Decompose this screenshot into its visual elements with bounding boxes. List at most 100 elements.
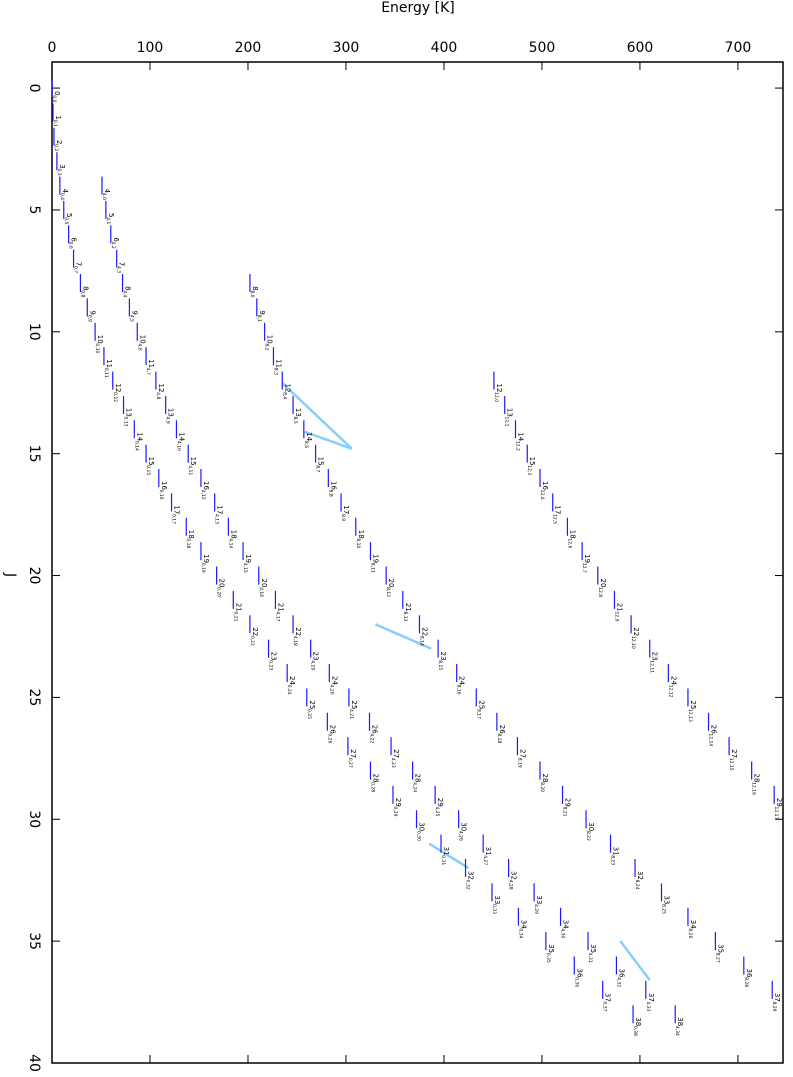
level-number: 26 (328, 725, 336, 734)
level-subscript: 0,15 (145, 465, 151, 475)
level-label: 274,23 (390, 749, 400, 768)
level-label: 290,29 (392, 798, 402, 817)
level-number: 16 (541, 481, 549, 490)
level-subscript: 12,14 (708, 733, 714, 746)
level-number: 26 (498, 725, 506, 734)
level-label: 88,0 (249, 286, 259, 298)
level-subscript: 0,2 (53, 144, 59, 151)
level-number: 15 (317, 457, 325, 466)
level-label: 208,12 (385, 579, 395, 598)
level-number: 22 (294, 627, 302, 636)
level-label: 354,31 (587, 944, 597, 963)
level-subscript: 8,26 (687, 928, 693, 938)
level-number: 38 (634, 1017, 642, 1026)
level-label: 244,20 (328, 676, 338, 695)
level-number: 4 (103, 189, 111, 194)
level-label: 190,19 (200, 554, 210, 573)
level-number: 32 (510, 871, 518, 880)
level-subscript: 4,2 (110, 242, 116, 249)
level-label: 50,5 (63, 213, 73, 225)
level-label: 114,7 (145, 359, 155, 375)
level-number: 13 (506, 408, 514, 417)
level-subscript: 8,12 (385, 587, 391, 597)
y-tick-label: 15 (26, 445, 42, 463)
level-number: 37 (604, 993, 612, 1002)
level-number: 16 (160, 481, 168, 490)
level-subscript: 0,7 (73, 266, 79, 273)
level-number: 30 (460, 822, 468, 831)
level-number: 14 (177, 432, 185, 441)
level-label: 280,28 (369, 774, 379, 793)
level-label: 214,17 (274, 603, 284, 622)
level-label: 94,5 (128, 310, 138, 322)
level-number: 23 (651, 652, 659, 661)
level-label: 84,4 (122, 286, 132, 298)
level-label: 70,7 (73, 262, 83, 274)
y-tick-label: 25 (26, 688, 42, 706)
level-label: 328,24 (634, 871, 644, 890)
level-number: 4 (61, 189, 69, 194)
level-number: 35 (589, 944, 597, 953)
level-number: 34 (689, 920, 697, 929)
level-subscript: 0,8 (79, 290, 85, 297)
level-subscript: 12,11 (649, 660, 655, 673)
level-subscript: 0,5 (63, 217, 69, 224)
level-subscript: 4,34 (674, 1026, 680, 1036)
level-number: 27 (518, 749, 526, 758)
level-label: 358,27 (714, 944, 724, 963)
transition (304, 430, 353, 450)
level-label: 260,26 (326, 725, 336, 744)
level-subscript: 0,16 (158, 490, 164, 500)
level-number: 22 (420, 627, 428, 636)
level-subscript: 4,21 (348, 709, 354, 719)
level-label: 138,5 (292, 408, 302, 424)
level-number: 0 (53, 91, 61, 95)
level-label: 278,19 (516, 749, 526, 768)
y-tick-label: 5 (26, 205, 42, 214)
level-label: 218,13 (402, 603, 412, 622)
level-subscript: 0,4 (59, 193, 65, 200)
level-number: 12 (495, 384, 503, 393)
level-label: 200,20 (216, 579, 226, 598)
level-number: 7 (118, 262, 126, 266)
level-subscript: 12,0 (493, 392, 499, 402)
level-number: 25 (308, 700, 316, 709)
level-subscript: 4,32 (615, 977, 621, 987)
level-number: 9 (88, 310, 96, 314)
level-label: 324,28 (508, 871, 518, 890)
level-number: 5 (65, 213, 73, 217)
level-label: 344,30 (560, 920, 570, 939)
level-label: 170,17 (171, 505, 181, 524)
level-subscript: 8,17 (475, 709, 481, 719)
x-tick-label: 700 (725, 40, 752, 56)
level-number: 8 (124, 286, 132, 290)
level-label: 268,18 (496, 725, 506, 744)
level-subscript: 12,15 (728, 758, 734, 771)
level-subscript: 12,13 (687, 709, 693, 722)
level-subscript: 8,2 (264, 343, 270, 350)
level-number: 12 (114, 384, 122, 393)
level-number: 36 (745, 969, 753, 978)
level-subscript: 0,14 (133, 441, 139, 451)
level-label: 238,15 (437, 652, 447, 671)
level-subscript: 0,28 (369, 782, 375, 792)
plot-frame (51, 61, 784, 1064)
transition (281, 382, 353, 450)
level-subscript: 0,1 (52, 120, 58, 127)
level-subscript: 12,10 (630, 636, 636, 649)
level-subscript: 8,0 (249, 290, 255, 297)
level-label: 308,22 (585, 822, 595, 841)
level-subscript: 0,9 (86, 315, 92, 322)
level-number: 24 (669, 676, 677, 685)
level-subscript: 0,38 (632, 1026, 638, 1036)
level-label: 184,14 (227, 530, 237, 549)
level-subscript: 4,31 (587, 953, 593, 963)
level-number: 24 (288, 676, 296, 685)
level-number: 20 (599, 579, 607, 588)
level-label: 288,20 (539, 774, 549, 793)
level-number: 17 (342, 505, 350, 514)
level-subscript: 4,19 (310, 660, 316, 670)
